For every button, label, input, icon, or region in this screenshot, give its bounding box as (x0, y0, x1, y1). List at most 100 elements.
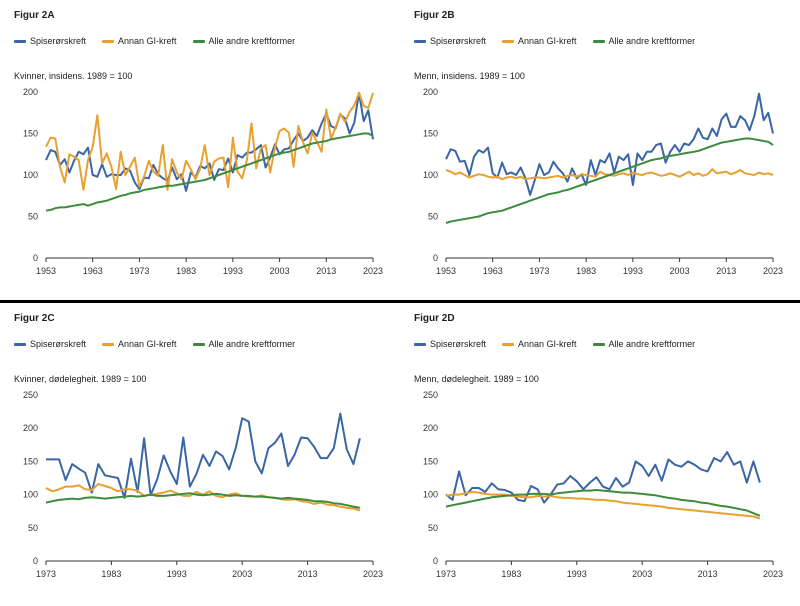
legend-swatch (14, 39, 26, 43)
legend-swatch (414, 39, 426, 43)
chart-subtitle: Menn, insidens. 1989 = 100 (414, 71, 525, 81)
x-tick-label: 2023 (763, 266, 783, 276)
legend-label: Spiserørskreft (430, 36, 487, 46)
legend-swatch (14, 342, 26, 346)
chart-subtitle: Menn, dødelegheit. 1989 = 100 (414, 374, 539, 384)
series-line-spise (45, 91, 374, 192)
legend-item: Spiserørskreft (414, 339, 486, 349)
x-tick-label: 1963 (483, 266, 503, 276)
chart-subtitle: Kvinner, dødelegheit. 1989 = 100 (14, 374, 147, 384)
legend-item: Spiserørskreft (14, 339, 86, 349)
chart-plot: 0 50 100 150 200 250 1973 1983 1993 2003 2013 2023 (23, 390, 383, 579)
y-tick-label: 250 (23, 390, 38, 400)
y-tick-label: 50 (428, 212, 438, 222)
legend-item: Alle andre kreftformer (592, 36, 696, 46)
y-tick-label: 0 (33, 253, 38, 263)
panel-2d: Figur 2D Spiserørskreft Annan GI-kreft A… (400, 303, 800, 606)
y-tick-label: 200 (23, 423, 38, 433)
legend-item: Annan GI-kreft (502, 339, 577, 349)
y-tick-label: 100 (423, 170, 438, 180)
legend-swatch (502, 39, 515, 43)
legend-label: Alle andre kreftformer (608, 36, 696, 46)
legend: Spiserørskreft Annan GI-kreft Alle andre… (414, 339, 695, 349)
y-tick-label: 0 (433, 253, 438, 263)
y-tick-label: 100 (23, 490, 38, 500)
legend-item: Alle andre kreftformer (192, 36, 295, 46)
legend-item: Spiserørskreft (414, 36, 486, 46)
legend: Spiserørskreft Annan GI-kreft Alle andre… (14, 339, 295, 349)
y-tick-label: 150 (423, 456, 438, 466)
legend-swatch (192, 39, 205, 43)
x-tick-label: 1983 (501, 569, 521, 579)
chart-subtitle: Kvinner, insidens. 1989 = 100 (14, 71, 133, 81)
y-tick-label: 0 (433, 556, 438, 566)
legend-swatch (102, 342, 115, 346)
x-tick-label: 2023 (363, 569, 383, 579)
legend-label: Annan GI-kreft (118, 339, 177, 349)
legend-item: Alle andre kreftformer (192, 339, 296, 349)
x-tick-label: 1973 (529, 266, 549, 276)
chart-title: Figur 2A (14, 10, 55, 21)
legend-item: Spiserørskreft (14, 36, 86, 46)
y-tick-label: 150 (423, 129, 438, 139)
panel-2a: Figur 2A Spiserørskreft Annan GI-kreft A… (0, 0, 400, 303)
y-tick-label: 50 (428, 523, 438, 533)
chart-plot: 0 50 100 150 200 1953 1963 1973 1983 1993 2003 2013… (423, 87, 783, 276)
x-tick-label: 1973 (129, 266, 149, 276)
chart-title: Figur 2B (414, 10, 455, 21)
y-tick-label: 100 (23, 170, 38, 180)
x-tick-label: 1973 (436, 569, 456, 579)
series-line-spise (445, 92, 774, 196)
x-tick-label: 2013 (298, 569, 318, 579)
legend-label: Annan GI-kreft (518, 36, 577, 46)
x-tick-label: 2003 (670, 266, 690, 276)
x-tick-label: 1963 (83, 266, 103, 276)
panel-2c: Figur 2C Spiserørskreft Annan GI-kreft A… (0, 303, 400, 606)
chart-plot: 0 50 100 150 200 1953 1963 1973 1983 1993 2003 2013… (23, 87, 383, 276)
legend-swatch (592, 39, 605, 43)
legend-swatch (192, 342, 205, 346)
legend-swatch (592, 342, 605, 346)
x-tick-label: 1993 (167, 569, 187, 579)
x-tick-label: 1983 (176, 266, 196, 276)
x-tick-label: 1983 (101, 569, 121, 579)
y-tick-label: 200 (423, 423, 438, 433)
legend-item: Annan GI-kreft (502, 36, 577, 46)
x-tick-label: 1993 (223, 266, 243, 276)
x-tick-label: 2003 (632, 569, 652, 579)
x-tick-label: 2013 (698, 569, 718, 579)
series-line-alle (45, 492, 361, 509)
legend-item: Annan GI-kreft (102, 36, 177, 46)
y-tick-label: 200 (423, 87, 438, 97)
x-tick-label: 2013 (716, 266, 736, 276)
legend-swatch (102, 39, 115, 43)
legend-item: Alle andre kreftformer (592, 339, 695, 349)
series-line-alle (445, 489, 761, 517)
y-tick-label: 250 (423, 390, 438, 400)
x-tick-label: 1993 (567, 569, 587, 579)
y-tick-label: 150 (23, 129, 38, 139)
series-line-alle (45, 132, 374, 212)
legend-swatch (502, 342, 515, 346)
y-tick-label: 50 (28, 212, 38, 222)
legend-label: Alle andre kreftformer (208, 339, 296, 349)
x-tick-label: 1983 (576, 266, 596, 276)
chart-title: Figur 2D (414, 313, 455, 324)
chart-plot: 0 50 100 150 200 250 1973 1983 1993 2003 2013 2023 (423, 390, 783, 579)
x-tick-label: 2023 (763, 569, 783, 579)
x-tick-label: 1953 (36, 266, 56, 276)
panel-divider (0, 300, 800, 303)
legend: Spiserørskreft Annan GI-kreft Alle andre… (14, 36, 295, 46)
series-line-spise (445, 451, 761, 504)
x-tick-label: 2003 (270, 266, 290, 276)
series-line-annen (445, 490, 761, 520)
y-tick-label: 150 (23, 456, 38, 466)
legend-label: Annan GI-kreft (518, 339, 577, 349)
y-tick-label: 200 (23, 87, 38, 97)
legend-item: Annan GI-kreft (102, 339, 177, 349)
y-tick-label: 100 (423, 490, 438, 500)
y-tick-label: 0 (33, 556, 38, 566)
panel-2b: Figur 2B Spiserørskreft Annan GI-kreft A… (400, 0, 800, 303)
legend-label: Spiserørskreft (430, 339, 487, 349)
series-line-spise (46, 412, 361, 499)
